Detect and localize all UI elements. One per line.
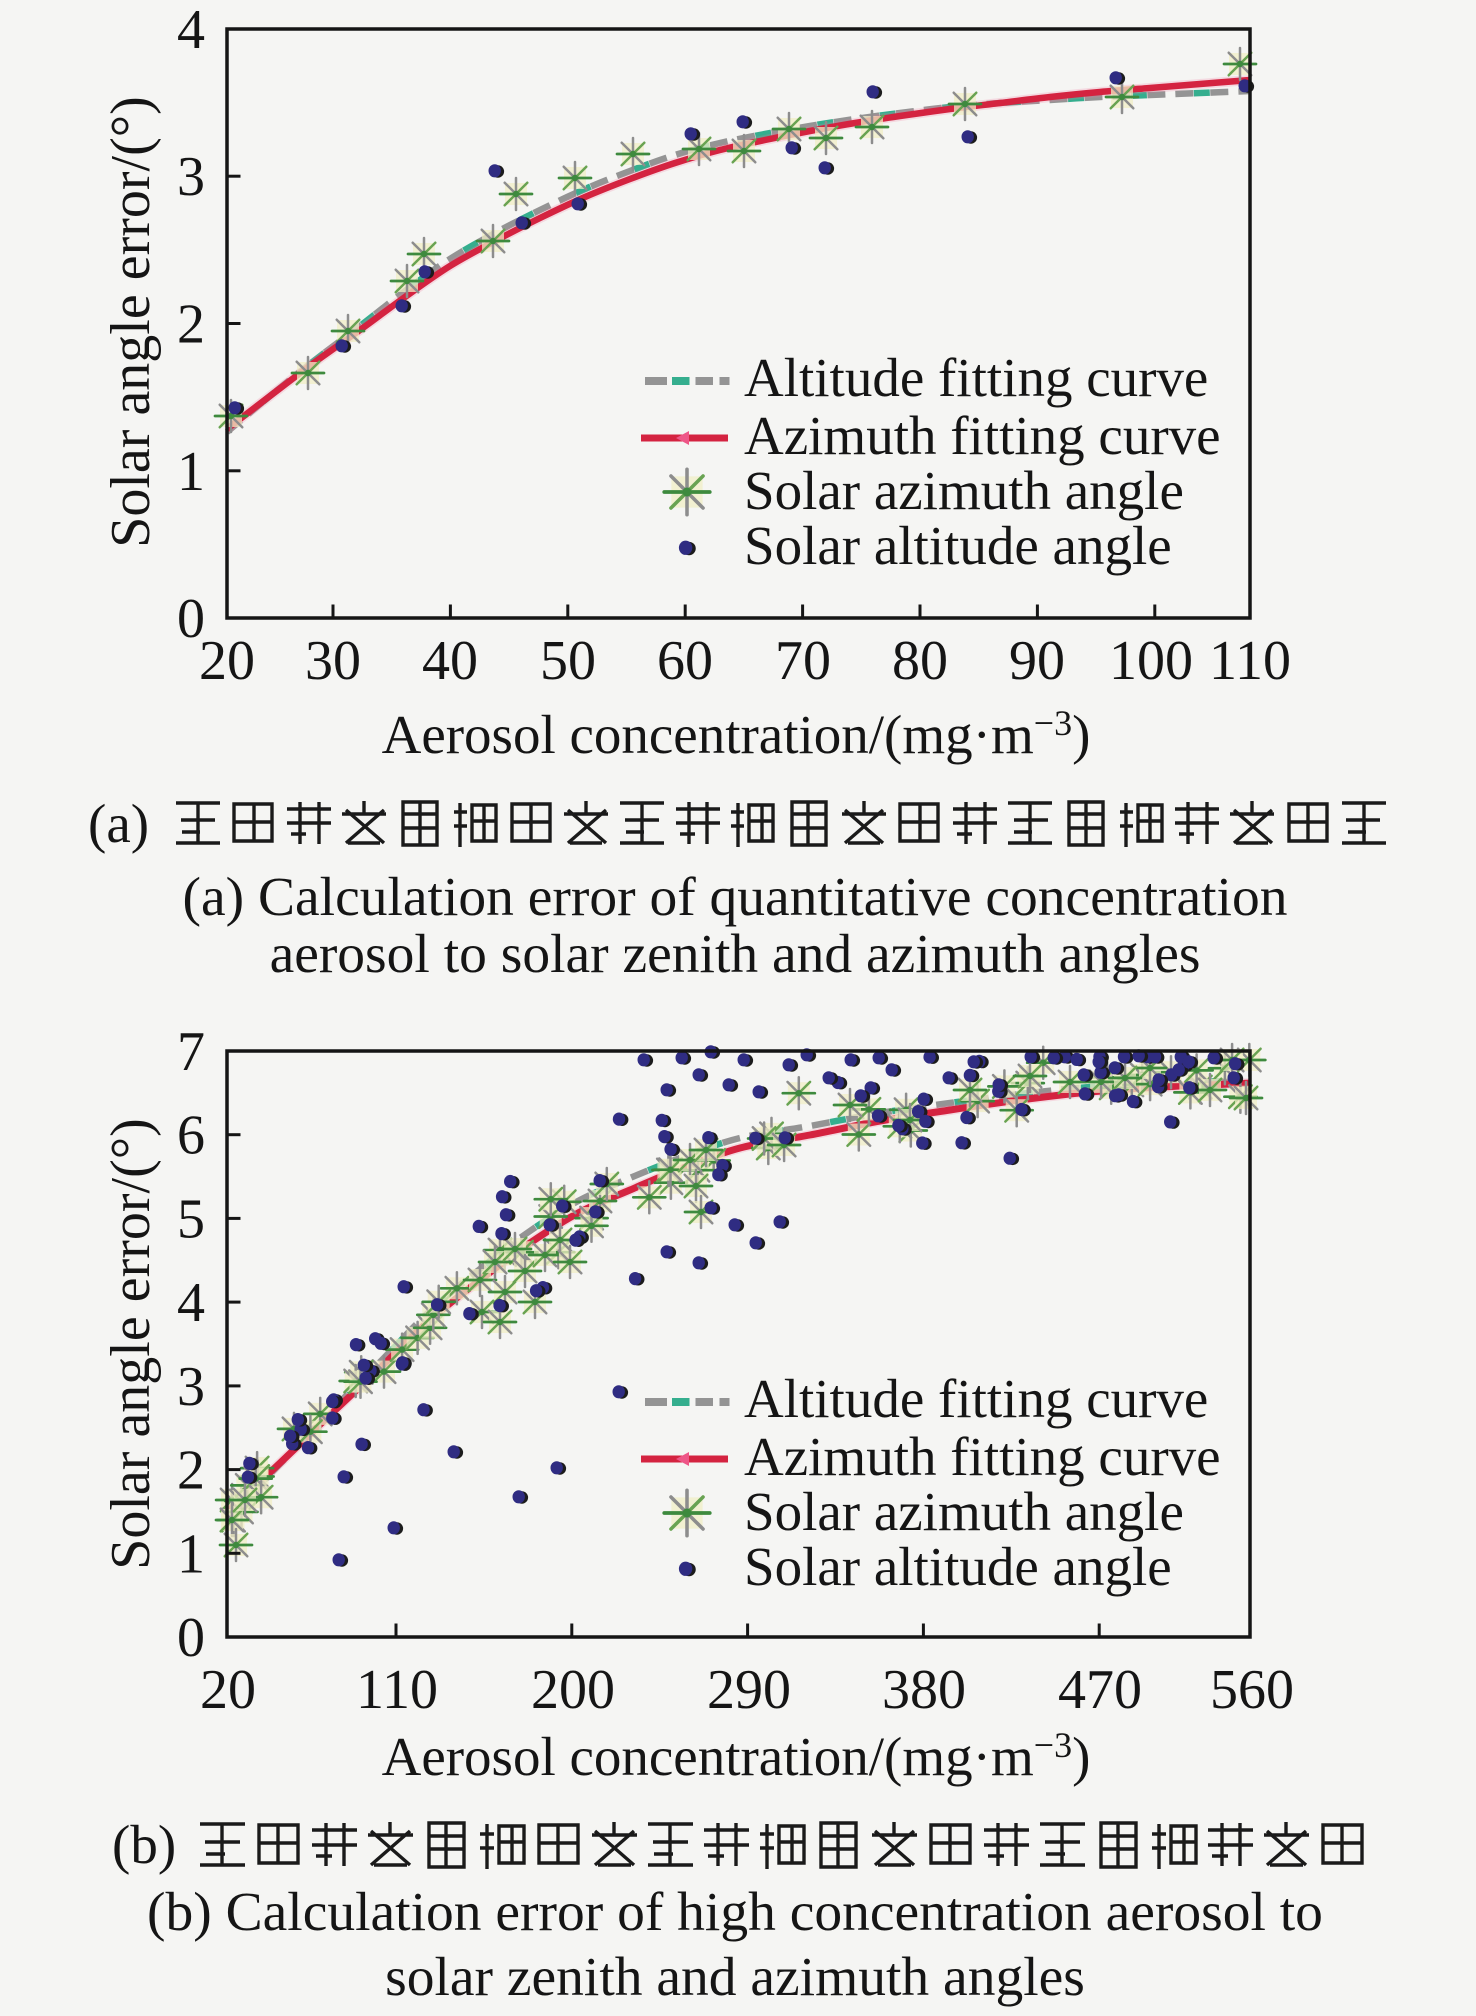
svg-text:aerosol to solar zenith and az: aerosol to solar zenith and azimuth angl…	[270, 924, 1201, 985]
svg-text:4: 4	[177, 0, 205, 61]
svg-text:(a) Calculation error of quant: (a) Calculation error of quantitative co…	[183, 867, 1288, 928]
svg-text:560: 560	[1210, 1659, 1294, 1721]
svg-text:60: 60	[657, 630, 713, 692]
svg-text:1: 1	[177, 1523, 205, 1585]
svg-text:3: 3	[177, 146, 205, 208]
svg-text:(a): (a)	[88, 793, 149, 854]
svg-text:2: 2	[177, 294, 205, 356]
svg-text:20: 20	[199, 630, 255, 692]
svg-text:6: 6	[177, 1105, 205, 1167]
svg-text:Aerosol concentration/(mg·m−3): Aerosol concentration/(mg·m−3)	[382, 1725, 1091, 1787]
svg-text:Aerosol concentration/(mg·m−3): Aerosol concentration/(mg·m−3)	[382, 703, 1091, 765]
svg-text:Solar angle error/(°): Solar angle error/(°)	[100, 96, 162, 548]
svg-text:20: 20	[200, 1659, 256, 1721]
svg-text:110: 110	[356, 1659, 438, 1721]
svg-text:Solar angle error/(°): Solar angle error/(°)	[100, 1118, 162, 1570]
svg-text:(b): (b)	[112, 1814, 176, 1875]
svg-text:200: 200	[531, 1659, 615, 1721]
svg-text:80: 80	[892, 630, 948, 692]
svg-text:1: 1	[177, 441, 205, 503]
svg-text:0: 0	[177, 1607, 205, 1669]
svg-text:380: 380	[882, 1659, 966, 1721]
svg-text:solar zenith and azimuth angle: solar zenith and azimuth angles	[385, 1947, 1085, 2008]
svg-text:100: 100	[1109, 630, 1193, 692]
svg-text:90: 90	[1009, 630, 1065, 692]
svg-text:70: 70	[775, 630, 831, 692]
svg-text:470: 470	[1058, 1659, 1142, 1721]
svg-text:30: 30	[305, 630, 361, 692]
svg-text:3: 3	[177, 1356, 205, 1418]
svg-text:4: 4	[177, 1272, 205, 1334]
svg-text:50: 50	[540, 630, 596, 692]
svg-text:7: 7	[177, 1021, 205, 1083]
svg-text:290: 290	[707, 1659, 791, 1721]
svg-text:(b) Calculation error of high: (b) Calculation error of high concentrat…	[147, 1882, 1323, 1943]
svg-text:5: 5	[177, 1188, 205, 1250]
svg-text:110: 110	[1209, 630, 1291, 692]
svg-text:0: 0	[177, 588, 205, 650]
svg-text:40: 40	[422, 630, 478, 692]
svg-text:2: 2	[177, 1440, 205, 1502]
